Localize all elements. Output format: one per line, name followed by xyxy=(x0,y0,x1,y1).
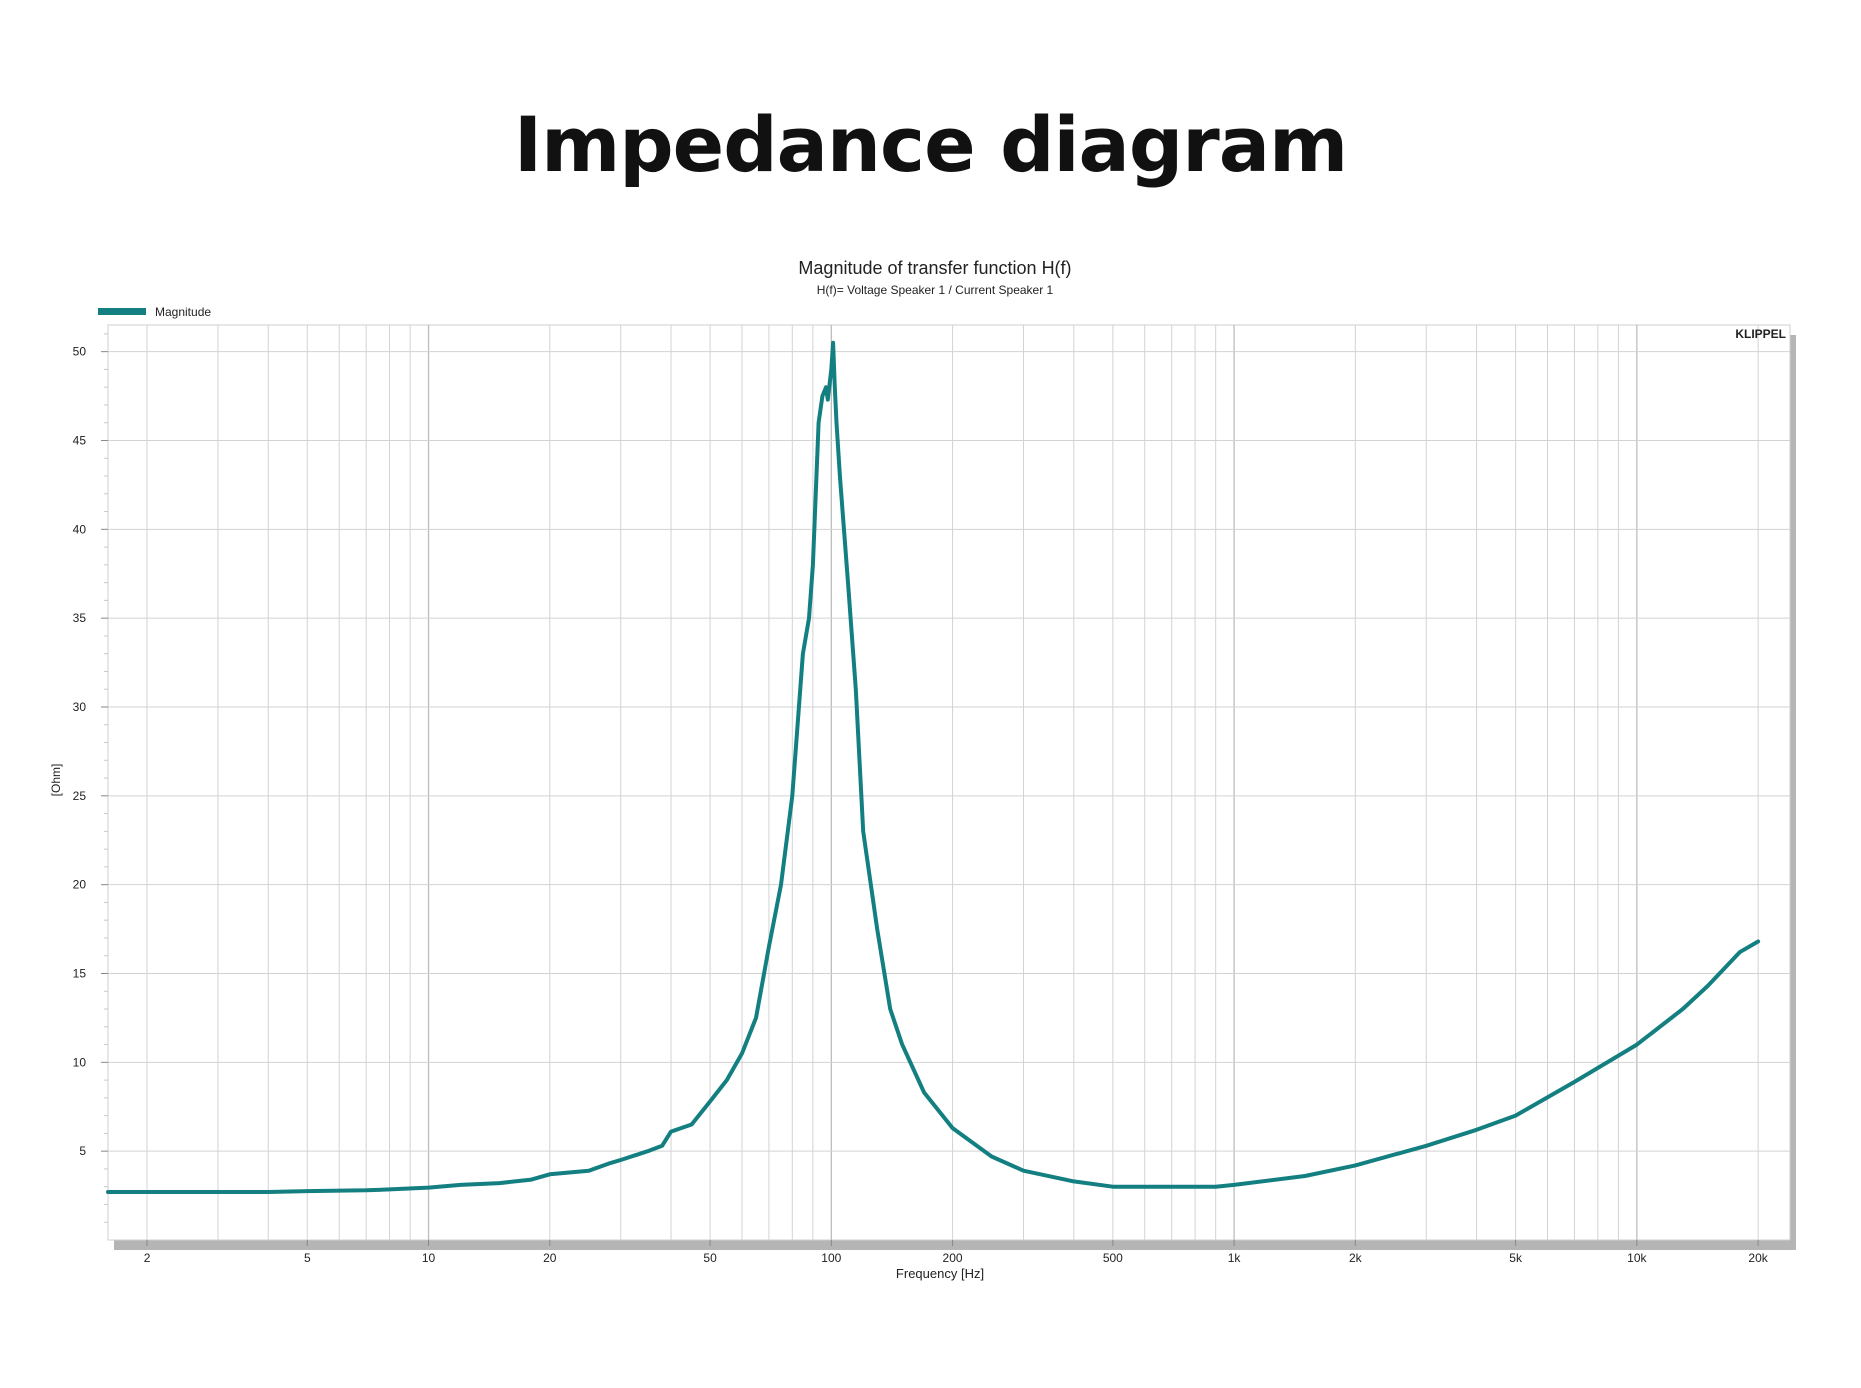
x-tick-label: 5k xyxy=(1509,1251,1523,1265)
y-tick-label: 40 xyxy=(73,522,87,536)
legend-swatch xyxy=(98,308,146,315)
x-tick-label: 20 xyxy=(543,1251,557,1265)
x-tick-label: 100 xyxy=(821,1251,841,1265)
x-tick-label: 10 xyxy=(422,1251,436,1265)
x-tick-label: 1k xyxy=(1228,1251,1242,1265)
legend-label: Magnitude xyxy=(155,305,211,319)
grid xyxy=(104,325,1790,1240)
y-tick-label: 20 xyxy=(73,878,87,892)
y-tick-label: 5 xyxy=(79,1144,86,1158)
x-tick-label: 2k xyxy=(1349,1251,1363,1265)
chart-subtitle: H(f)= Voltage Speaker 1 / Current Speake… xyxy=(817,283,1054,297)
plot-area xyxy=(107,324,1791,1241)
y-axis-ticks: 5 10 15 20 25 30 35 40 45 50 xyxy=(73,345,108,1158)
x-tick-label: 20k xyxy=(1748,1251,1768,1265)
plot-frame xyxy=(107,324,1796,1250)
x-tick-label: 50 xyxy=(703,1251,717,1265)
x-tick-label: 2 xyxy=(144,1251,151,1265)
x-tick-label: 5 xyxy=(304,1251,311,1265)
y-tick-label: 25 xyxy=(73,789,87,803)
y-tick-label: 45 xyxy=(73,433,87,447)
x-axis-ticks: 2 5 10 20 50 100 200 500 1k 2k 5k 10k 20k xyxy=(144,1240,1769,1265)
series-line-magnitude xyxy=(106,340,1761,1194)
brand-label: KLIPPEL xyxy=(1735,327,1786,341)
x-tick-label: 10k xyxy=(1627,1251,1647,1265)
y-tick-label: 10 xyxy=(73,1055,87,1069)
chart-title: Magnitude of transfer function H(f) xyxy=(798,258,1071,278)
x-tick-label: 200 xyxy=(943,1251,963,1265)
y-axis-label: [Ohm] xyxy=(49,764,63,797)
y-tick-label: 30 xyxy=(73,700,87,714)
x-axis-label: Frequency [Hz] xyxy=(896,1266,984,1281)
x-tick-label: 500 xyxy=(1103,1251,1123,1265)
y-tick-label: 50 xyxy=(73,345,87,359)
page-title: Impedance diagram xyxy=(513,100,1348,189)
y-tick-label: 35 xyxy=(73,611,87,625)
y-tick-label: 15 xyxy=(73,966,87,980)
series-layer xyxy=(106,340,1761,1194)
legend: Magnitude xyxy=(98,305,211,319)
